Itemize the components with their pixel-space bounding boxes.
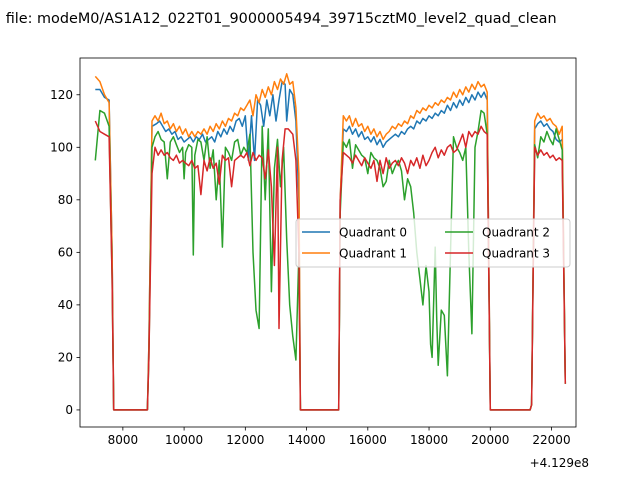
x-tick-label: 22000 xyxy=(532,433,570,447)
legend-label-1: Quadrant 1 xyxy=(339,247,407,261)
y-tick-label: 80 xyxy=(58,193,73,207)
x-tick-label: 10000 xyxy=(165,433,203,447)
series-line-1 xyxy=(94,73,567,411)
y-tick-label: 0 xyxy=(65,403,73,417)
y-tick-label: 40 xyxy=(58,298,73,312)
x-tick-label: 8000 xyxy=(108,433,139,447)
y-tick-label: 120 xyxy=(50,88,73,102)
x-tick-label: 12000 xyxy=(226,433,264,447)
axes-frame xyxy=(79,57,577,428)
x-tick-label: 14000 xyxy=(287,433,325,447)
y-tick-label: 60 xyxy=(58,246,73,260)
legend-label-0: Quadrant 0 xyxy=(339,226,407,240)
series-line-3 xyxy=(94,120,567,411)
legend-box xyxy=(295,218,571,268)
x-tick-label: 18000 xyxy=(410,433,448,447)
legend-label-3: Quadrant 3 xyxy=(482,247,550,261)
chart-title: n file: modeM0/AS1A12_022T01_9000005494_… xyxy=(0,11,557,27)
x-axis-offset-label: +4.129e8 xyxy=(530,456,589,470)
x-tick-label: 20000 xyxy=(471,433,509,447)
x-tick-label: 16000 xyxy=(349,433,387,447)
y-tick-label: 20 xyxy=(58,351,73,365)
plot-area: 8000 10000 12000 14000 16000 18000 20000 22000 0… xyxy=(50,57,577,447)
y-tick-label: 100 xyxy=(50,141,73,155)
legend-label-2: Quadrant 2 xyxy=(482,226,550,240)
series-line-2 xyxy=(94,109,567,411)
series-line-0 xyxy=(95,80,567,411)
